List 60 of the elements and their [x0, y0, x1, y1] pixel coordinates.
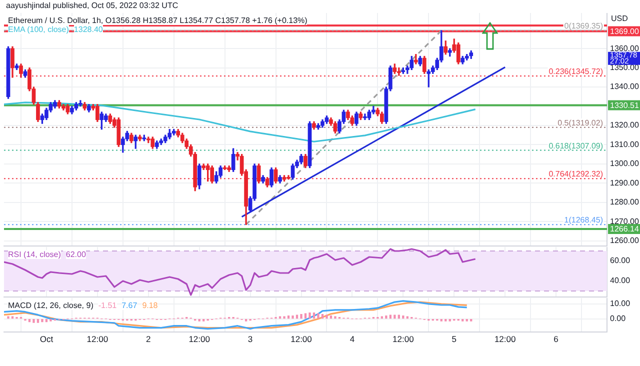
- ref-line-label: 0.764(1292.32): [548, 170, 604, 179]
- bar: [334, 316, 336, 319]
- bar: [292, 316, 294, 319]
- bar: [317, 313, 320, 319]
- y-tick-label: 40.00: [610, 276, 631, 286]
- chart-subtitle: Ethereum / U.S. Dollar, 1h, O1356.28 H1358.87 L1354.77 C1357.78 +1.76 (+0.13%): [8, 16, 308, 25]
- y-tick-label: 1320.00: [610, 120, 640, 130]
- annotation: 62.00: [66, 250, 86, 259]
- ref-line-label: 1330.51: [610, 100, 640, 110]
- bar: [7, 316, 10, 319]
- x-tick-label: Oct: [40, 334, 54, 344]
- y-tick-label: 1300.00: [610, 159, 640, 168]
- x-tick-label: 12:00: [86, 334, 108, 344]
- x-tick-label: 5: [452, 334, 457, 344]
- bar: [283, 316, 286, 319]
- ref-line-label: 0.618(1307.09): [548, 141, 604, 150]
- x-tick-label: 2: [146, 334, 152, 344]
- y-axis-title: USD: [611, 14, 628, 24]
- y-tick-label: 1290.00: [610, 178, 640, 188]
- annotation: 9.18: [142, 301, 158, 310]
- annotation: 7.67: [122, 301, 138, 310]
- x-tick-label: 3: [248, 334, 253, 344]
- ref-line-label: 1266.14: [610, 224, 640, 234]
- ref-line-label: 0.5(1319.02): [558, 118, 604, 128]
- x-tick-label: 6: [554, 334, 559, 344]
- y-tick-label: 10.00: [610, 299, 631, 308]
- bar: [394, 314, 396, 319]
- annotation: 1328.40: [74, 25, 103, 34]
- bar: [308, 312, 311, 319]
- y-tick-label: 1310.00: [610, 140, 640, 149]
- bar: [32, 319, 35, 323]
- bar: [385, 316, 388, 319]
- annotation: -1.51: [98, 301, 117, 310]
- y-tick-label: 1270.00: [610, 216, 640, 226]
- y-tick-label: 1360.00: [610, 44, 640, 53]
- y-tick-label: 0.00: [610, 314, 626, 324]
- x-tick-label: 12:00: [290, 334, 312, 344]
- ref-line-label: 1(1268.45): [564, 216, 604, 225]
- chart-title: aayushjindal published, Oct 05, 2022 03:32 UTC: [6, 1, 178, 11]
- ref-line-label: 0.236(1345.72): [548, 67, 604, 76]
- bar: [321, 314, 324, 319]
- x-tick-label: 12:00: [188, 334, 210, 344]
- x-tick-label: 4: [350, 334, 355, 344]
- text: EMA (100, close): [8, 25, 69, 34]
- ref-line-label: 1369.00: [610, 26, 640, 36]
- x-tick-label: 12:00: [392, 334, 414, 344]
- bar: [41, 319, 44, 322]
- bar: [300, 314, 302, 319]
- chart-title: MACD (12, 26, close, 9): [8, 301, 94, 310]
- bar: [312, 312, 316, 319]
- y-tick-label: 60.00: [610, 256, 631, 266]
- bar: [326, 314, 328, 319]
- y-tick-label: 1280.00: [610, 198, 640, 207]
- ref-line-label: 0(1369.35): [564, 22, 604, 31]
- x-tick-label: 12:00: [494, 334, 516, 344]
- y-tick-label: 1260.00: [610, 236, 640, 246]
- series-label: RSI (14, close): [8, 250, 61, 259]
- y-tick-label: 1340.00: [610, 82, 640, 92]
- y-tick-label: 1350.00: [610, 62, 640, 72]
- bar: [36, 319, 40, 323]
